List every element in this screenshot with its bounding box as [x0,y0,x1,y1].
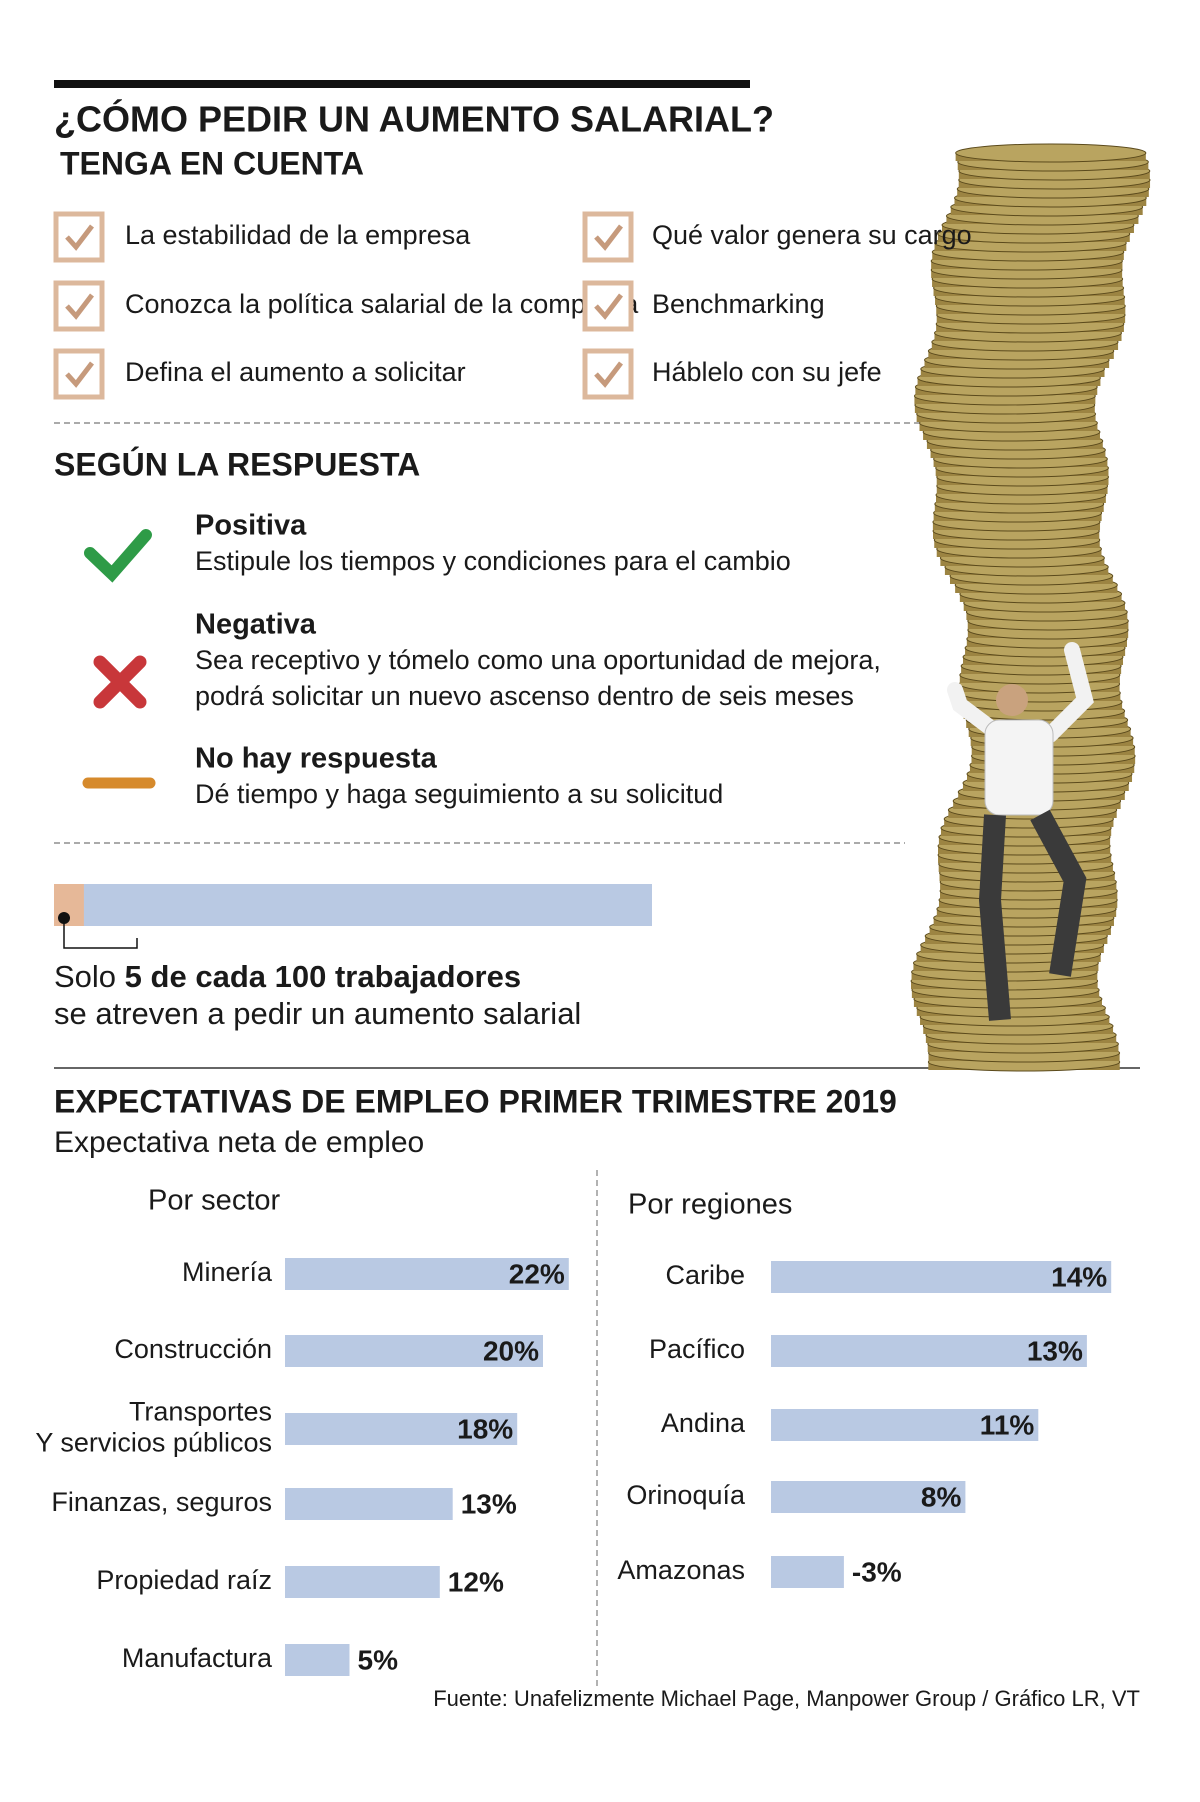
title: ¿CÓMO PEDIR UN AUMENTO SALARIAL? [54,98,774,140]
category-label: Finanzas, seguros [51,1487,272,1517]
icon-cross [93,655,147,709]
value-label: 5% [358,1644,399,1675]
climber-leg [1030,809,1087,977]
value-label: 13% [1027,1335,1083,1366]
bar [285,1566,440,1598]
checklist-item: Háblelo con su jefe [652,357,882,387]
checkbox-tick [65,224,94,251]
category-label: Pacífico [649,1334,745,1364]
checkbox [582,211,634,263]
coin-stack [910,143,1151,1072]
category-label: Orinoquía [626,1480,746,1510]
checklist-item: Conozca la política salarial de la compa… [125,289,639,319]
response-label: Positiva [195,510,307,542]
value-label: 20% [483,1335,539,1366]
category-label: Caribe [665,1260,745,1290]
checkbox-tick [594,293,623,320]
checklist-item: Benchmarking [652,289,825,319]
checkbox-tick [594,224,623,251]
value-label: 12% [448,1566,504,1597]
bar [285,1488,453,1520]
checkbox-tick [594,361,623,388]
checklist-item: La estabilidad de la empresa [125,220,471,250]
value-label: 18% [457,1413,513,1444]
checkbox [582,348,634,400]
value-label: -3% [852,1556,902,1587]
category-label: Amazonas [617,1555,745,1585]
value-label: 13% [461,1488,517,1519]
bar [771,1409,1039,1441]
section-title: SEGÚN LA RESPUESTA [54,446,420,482]
section-title: EXPECTATIVAS DE EMPLEO PRIMER TRIMESTRE … [54,1083,897,1119]
bar [771,1556,844,1588]
response-label: Negativa [195,609,317,641]
checklist-item: Qué valor genera su cargo [652,220,972,250]
chart-title: Por sector [148,1185,280,1217]
bar [771,1481,966,1513]
subtitle: TENGA EN CUENTA [60,145,364,181]
response-text: podrá solicitar un nuevo ascenso dentro … [195,681,854,711]
top-rule [54,80,750,88]
category-label: Construcción [114,1334,272,1364]
checkbox-tick [65,361,94,388]
bar [285,1413,518,1445]
response-label: No hay respuesta [195,743,438,775]
bar [771,1261,1112,1293]
value-label: 22% [509,1258,565,1289]
checkbox [582,280,634,332]
climber-arm [947,682,1008,743]
climber-leg [978,814,1011,1021]
source: Fuente: Unafelizmente Michael Page, Manp… [433,1686,1140,1711]
value-label: 14% [1051,1261,1107,1292]
category-label: Minería [182,1257,273,1287]
bar [285,1335,543,1367]
response-text: Dé tiempo y haga seguimiento a su solici… [195,779,723,809]
bar [285,1258,569,1290]
checkbox [53,280,105,332]
value-label: 11% [980,1409,1035,1440]
category-label: Transportes Y servicios públicos [35,1397,272,1458]
climber-torso [984,719,1054,816]
category-label: Propiedad raíz [96,1565,272,1595]
bar [285,1644,350,1676]
response-text: Estipule los tiempos y condiciones para … [195,546,791,576]
bar [771,1335,1087,1367]
checkbox [53,211,105,263]
stat-total-bar [54,884,652,926]
stat-text: 5 [125,959,142,994]
checkbox-tick [65,293,94,320]
stat-connector [63,918,138,949]
icon-check [84,529,152,583]
checklist-item: Defina el aumento a solicitar [125,357,466,387]
climber-arm [1042,642,1094,743]
stat-line: se atreven a pedir un aumento salarial [54,996,581,1031]
stat-text: trabajadores [335,959,521,994]
section-subtitle: Expectativa neta de empleo [54,1126,424,1159]
stat-text: de cada [151,959,267,994]
response-text: Sea receptivo y tómelo como una oportuni… [195,645,881,675]
climber-head [996,684,1028,716]
checkbox [53,348,105,400]
category-label: Manufactura [122,1643,273,1673]
value-label: 8% [921,1481,962,1512]
coin [955,143,1147,163]
stat-line: Solo 5 de cada 100 trabajadores [54,959,521,994]
chart-title: Por regiones [628,1189,792,1221]
category-label: Andina [661,1408,746,1438]
stat-text: 100 [275,959,327,994]
stat-text: Solo [54,959,116,994]
